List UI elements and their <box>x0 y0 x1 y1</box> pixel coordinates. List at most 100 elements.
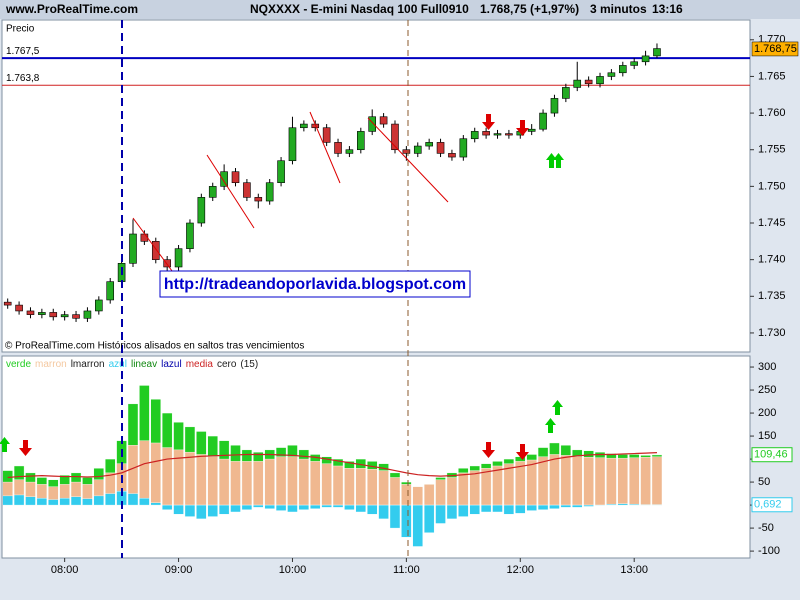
x-tick-label: 12:00 <box>507 564 535 576</box>
candle <box>379 113 388 128</box>
indicator-bar <box>617 457 629 506</box>
overlay: http://tradeandoporlavida.blogspot.com P… <box>0 20 564 558</box>
indicator-bar <box>389 477 401 506</box>
candle-body <box>197 197 206 224</box>
media-line <box>7 452 657 479</box>
indicator-bar <box>651 456 663 506</box>
indicator-bar <box>105 493 116 506</box>
indicator-bar <box>2 495 13 506</box>
indicator-bar <box>70 496 82 506</box>
candle <box>550 94 559 117</box>
candle <box>72 310 80 322</box>
arrow-up <box>553 153 564 168</box>
indicator-bar <box>161 447 173 506</box>
indicator-bar <box>537 456 549 506</box>
indicator-bar <box>515 461 526 506</box>
url-box <box>159 270 471 298</box>
instrument: NQXXXX - E-mini Nasdaq 100 Full0910 <box>250 2 469 16</box>
candle-body <box>482 131 490 136</box>
candle-body <box>653 48 661 57</box>
trend-line <box>367 117 449 203</box>
candle <box>231 168 240 187</box>
candle-body <box>562 87 570 99</box>
candle <box>619 61 627 77</box>
candle <box>527 124 536 136</box>
indicator-bar <box>150 502 161 506</box>
indicator-bar <box>207 504 218 517</box>
indicator-bar <box>139 497 150 506</box>
indicator-bar <box>480 504 492 513</box>
indicator-bar <box>435 479 446 506</box>
indicator-bar <box>401 504 412 538</box>
indicator-bar <box>572 504 583 508</box>
legend-entry: verde <box>6 359 31 370</box>
url: http://tradeandoporlavida.blogspot.com <box>164 276 466 293</box>
indicator-bar <box>230 461 241 506</box>
indicator-bar <box>458 504 469 517</box>
y-tick-label: 250 <box>758 384 776 396</box>
y-tick-label: 300 <box>758 361 776 373</box>
indicator-bar <box>560 504 572 508</box>
candle <box>448 149 456 161</box>
candle-body <box>60 314 69 318</box>
x-tick-label: 13:00 <box>620 564 648 576</box>
candle-body <box>459 138 468 158</box>
indicator-bar <box>310 504 321 509</box>
candle <box>470 127 479 143</box>
y-tick-label: 1.740 <box>758 254 786 266</box>
indicator-bar <box>150 442 161 506</box>
indicator-bar <box>526 459 537 506</box>
candle <box>208 182 217 202</box>
candle <box>322 124 331 147</box>
candle <box>38 308 46 319</box>
indicator-bar <box>503 463 515 506</box>
price-panel <box>1 19 751 353</box>
indicator-bar <box>230 504 241 513</box>
candle-body <box>573 79 582 88</box>
indicator-bar <box>560 455 572 506</box>
candle-body <box>322 127 331 143</box>
indicator-bar <box>469 504 480 515</box>
trend-line <box>206 154 255 229</box>
indicator-bar <box>310 461 321 506</box>
candle <box>243 179 251 202</box>
indicator-bar <box>572 456 583 506</box>
indicator-bar <box>321 463 332 506</box>
arrow-down <box>482 114 495 130</box>
candle-body <box>470 131 479 140</box>
indicator-bar <box>218 504 230 515</box>
indicator-bar <box>412 486 423 506</box>
candle-body <box>300 123 308 129</box>
candle-body <box>402 149 411 154</box>
y-tick-label: 1.755 <box>758 144 786 156</box>
indicator-bar <box>446 504 458 520</box>
candle <box>220 164 228 191</box>
candle <box>26 307 35 319</box>
indicator-bar <box>355 504 367 513</box>
indicator-bar <box>537 504 549 510</box>
indicator-bar <box>264 458 275 506</box>
candle-body <box>641 55 650 63</box>
candle-body <box>539 112 547 130</box>
y-tick-label: -100 <box>758 545 780 557</box>
candle-body <box>83 310 92 319</box>
candle <box>106 277 115 304</box>
candle <box>607 69 616 81</box>
candle <box>584 76 593 88</box>
candle <box>197 193 206 227</box>
candle <box>493 129 502 139</box>
candle <box>505 129 513 139</box>
arrow-down <box>516 120 529 136</box>
trend-line <box>309 111 341 184</box>
quote: 1.768,75 (+1,97%) <box>480 2 579 16</box>
y-tick-label: -50 <box>758 522 774 534</box>
indicator-bar <box>13 494 25 506</box>
legend-entry: azul <box>109 359 127 370</box>
candle <box>425 138 433 150</box>
y-tick-label: 1.750 <box>758 180 786 192</box>
legend-entry: media <box>186 359 214 370</box>
panel-label: Precio <box>6 24 35 35</box>
indicator-bar <box>378 504 389 520</box>
indicator-bar <box>628 457 640 506</box>
candle-body <box>345 149 354 154</box>
